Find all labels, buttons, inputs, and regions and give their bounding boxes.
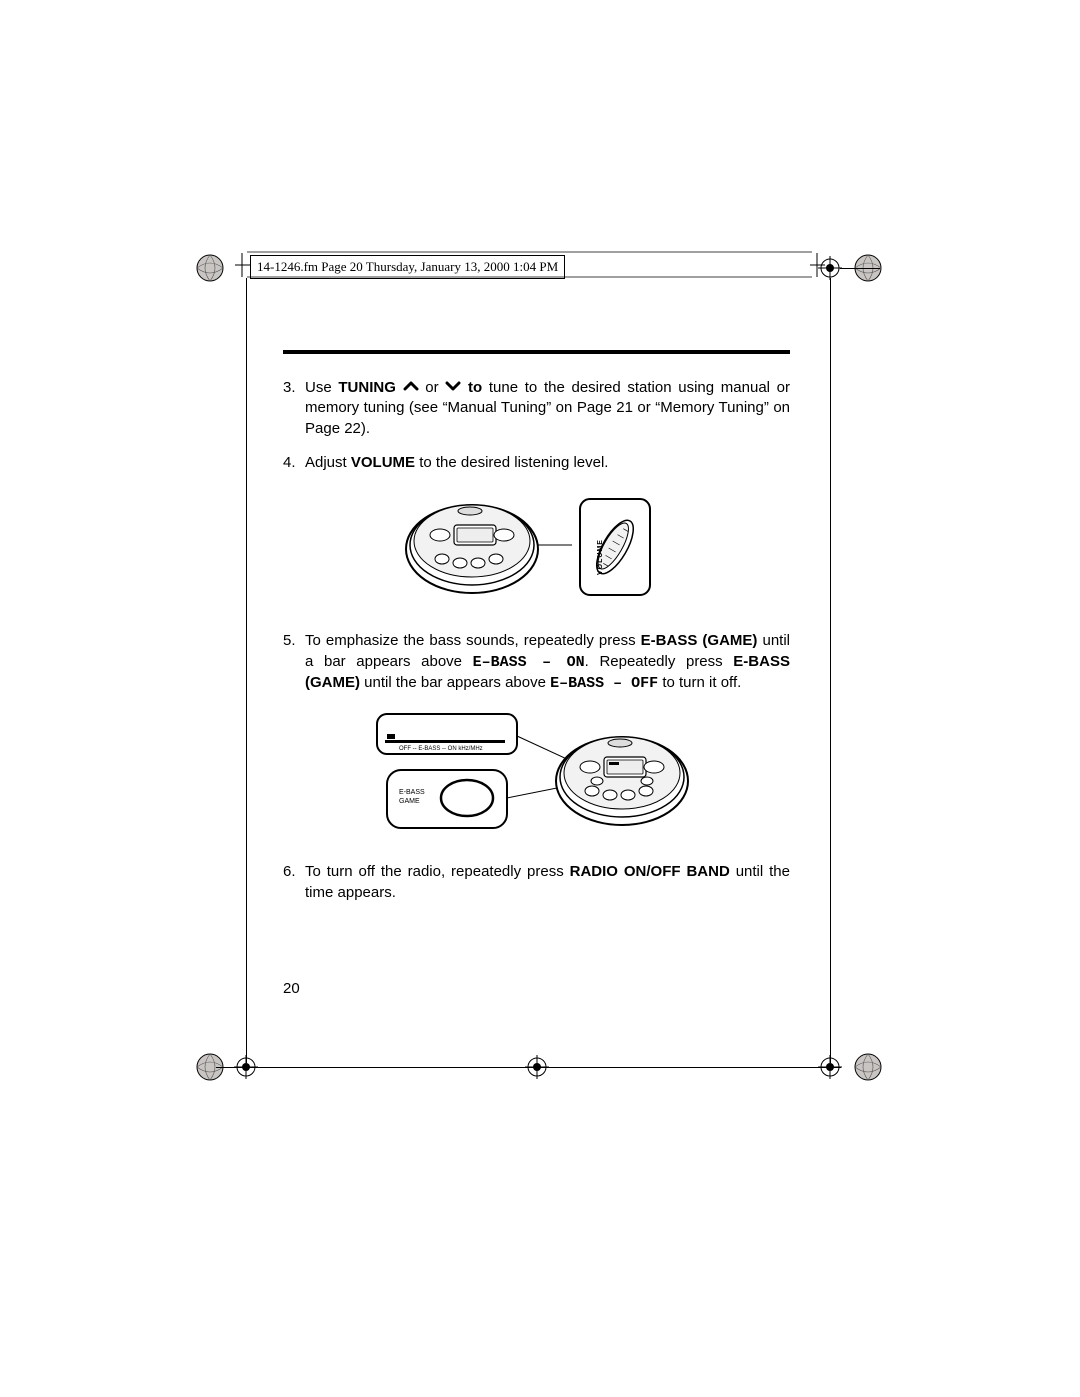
step-4: 4. Adjust VOLUME to the desired listenin… [283,453,790,473]
radio-label: RADIO ON/OFF BAND [570,863,730,880]
text: To turn off the radio, repeatedly press [305,863,570,880]
ebass-off-label: E–BASS – OFF [550,675,658,692]
reg-sphere-icon [195,253,225,283]
header-meta: 14-1246.fm Page 20 Thursday, January 13,… [250,255,805,279]
lcd-text: OFF -- E-BASS -- ON kHz/MHz [399,746,483,752]
content-area: 3. Use TUNING or to tune to the desired … [283,378,790,917]
divider-rule [283,350,790,354]
crop-line-right [830,278,831,1063]
game-label: (GAME) [702,632,757,649]
step-body: Adjust VOLUME to the desired listening l… [305,453,790,473]
step-body: To emphasize the bass sounds, repeatedly… [305,631,790,694]
step-5: 5. To emphasize the bass sounds, repeate… [283,631,790,694]
figure-ebass: OFF -- E-BASS -- ON kHz/MHz E-BASS GAME [283,708,790,844]
ebass-button-detail: E-BASS GAME [387,770,507,828]
text: Use [305,379,338,396]
tuning-label: TUNING [338,379,396,396]
chevron-down-icon [445,378,461,398]
ebass-button-line1: E-BASS [399,789,425,796]
text: Adjust [305,454,351,471]
header-meta-text: 14-1246.fm Page 20 Thursday, January 13,… [250,255,565,279]
step-number: 4. [283,453,305,473]
volume-text: VOLUME [597,539,604,575]
volume-label: VOLUME [351,454,415,471]
text: or [419,379,446,396]
step-3: 3. Use TUNING or to tune to the desired … [283,378,790,439]
text: To emphasize the bass sounds, repeatedly… [305,632,641,649]
text: until the bar appears above [360,674,550,691]
lcd-detail: OFF -- E-BASS -- ON kHz/MHz [377,714,517,754]
step-body: To turn off the radio, repeatedly press … [305,862,790,903]
text: to turn it off. [658,674,741,691]
step-body: Use TUNING or to tune to the desired sta… [305,378,790,439]
crop-line-left [246,278,247,1063]
ebass-button-line2: GAME [399,798,420,805]
text: to the desired listening level. [415,454,608,471]
figure-volume: VOLUME [283,487,790,613]
ebass-label: E-BASS [641,632,698,649]
to-label: to [468,379,489,396]
reg-sphere-icon [853,1052,883,1082]
chevron-up-icon [403,378,419,398]
reg-cross-icon [818,256,842,280]
step-number: 5. [283,631,305,694]
step-number: 3. [283,378,305,439]
device-icon [556,737,688,825]
page-number: 20 [283,980,300,997]
text: . Repeatedly press [585,653,734,670]
step-6: 6. To turn off the radio, repeatedly pre… [283,862,790,903]
device-icon [406,505,538,593]
step-number: 6. [283,862,305,903]
volume-detail: VOLUME [580,499,650,595]
ebass-on-label: E–BASS – ON [473,654,585,671]
